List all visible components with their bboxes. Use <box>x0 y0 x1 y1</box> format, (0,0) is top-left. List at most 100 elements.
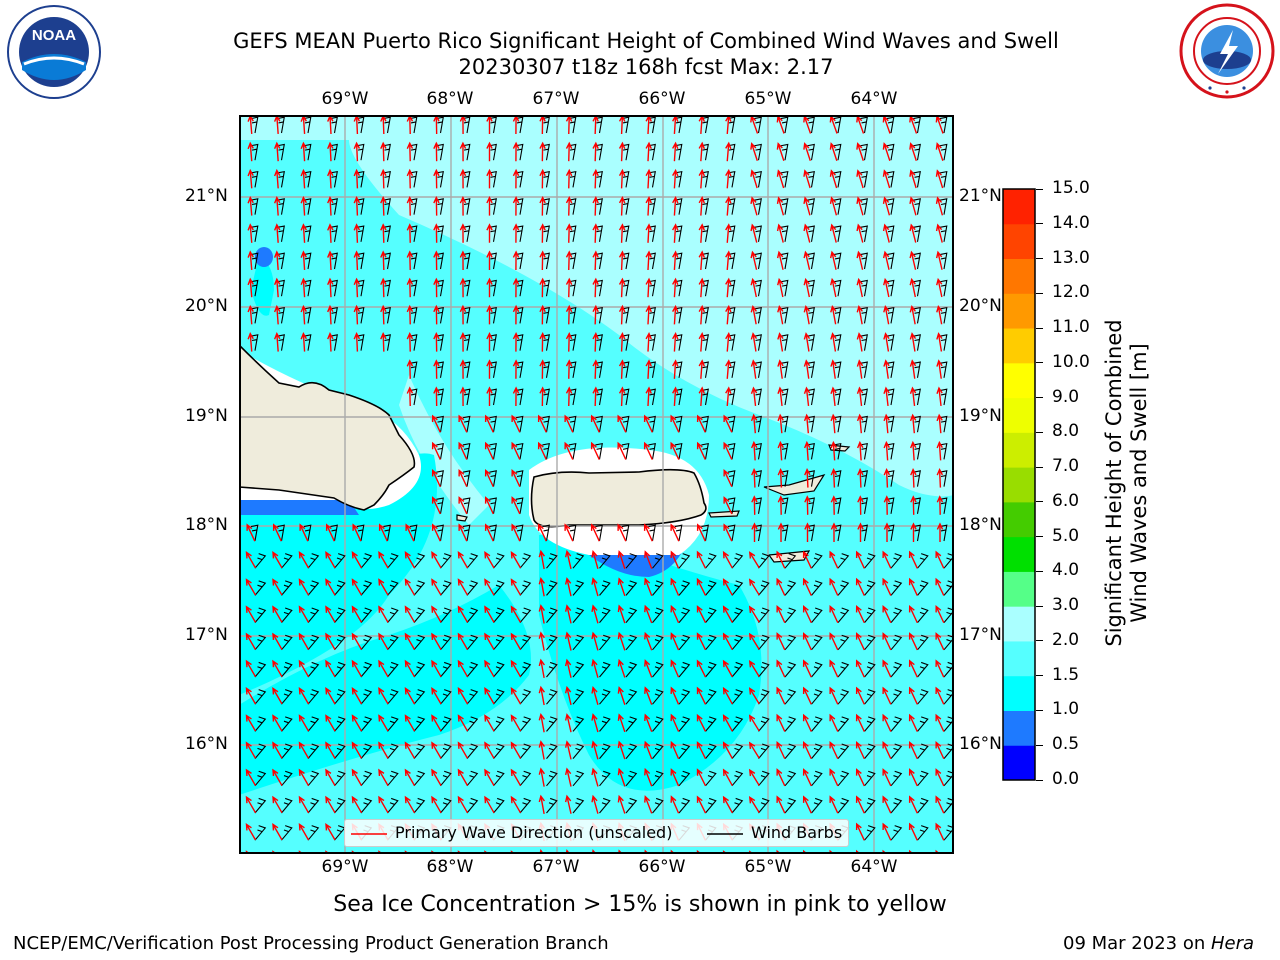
wave-direction-arrow <box>325 605 336 623</box>
wind-barb <box>939 442 948 460</box>
wave-direction-arrow <box>777 304 784 325</box>
wind-barb <box>519 770 532 787</box>
wave-direction-arrow <box>909 250 917 270</box>
colorbar-segment <box>1003 501 1035 538</box>
wind-barb <box>462 470 471 487</box>
wind-barb <box>250 170 259 188</box>
wind-barb <box>440 580 452 596</box>
wave-direction-arrow <box>327 250 334 271</box>
wind-barb <box>943 553 954 569</box>
wave-direction-arrow <box>670 795 680 814</box>
wave-direction-arrow <box>777 495 785 515</box>
wind-barb <box>595 524 603 542</box>
colorbar-tick <box>1036 397 1043 399</box>
wind-barb <box>784 689 797 705</box>
wind-barb <box>254 797 267 814</box>
wind-barb <box>754 497 762 514</box>
wave-direction-arrow <box>433 223 440 243</box>
colorbar-segment <box>1003 571 1035 607</box>
wind-barb <box>542 524 550 542</box>
wind-barb <box>727 524 736 542</box>
wave-direction-arrow <box>883 277 890 298</box>
wave-direction-arrow <box>936 468 944 488</box>
wind-barb <box>860 198 868 215</box>
wind-barb <box>542 225 550 242</box>
wind-barb <box>652 580 664 596</box>
wave-direction-arrow <box>510 632 522 650</box>
wave-direction-arrow <box>803 359 811 379</box>
wind-barb <box>409 306 418 324</box>
wind-barb <box>466 634 479 651</box>
wave-direction-arrow <box>510 578 522 596</box>
wave-direction-arrow <box>882 550 892 569</box>
wind-barb <box>383 225 391 242</box>
wave-direction-arrow <box>936 495 944 515</box>
wind-barb <box>811 797 823 814</box>
colorbar-tick-label: 0.5 <box>1052 734 1080 755</box>
colorbar-segment <box>1003 640 1035 677</box>
wave-direction-arrow <box>431 795 442 814</box>
lat-label: 21°N <box>185 186 228 206</box>
wind-barb <box>727 470 736 487</box>
wave-direction-arrow <box>300 304 307 325</box>
wind-barb <box>917 716 929 732</box>
wind-barb <box>621 442 630 460</box>
wave-direction-arrow <box>617 631 626 651</box>
wave-direction-arrow <box>670 659 680 678</box>
wind-barb <box>356 225 365 242</box>
wind-barb <box>917 689 929 705</box>
wind-barb <box>281 580 293 596</box>
wave-direction-arrow <box>592 223 599 243</box>
wind-barb <box>784 797 797 814</box>
wind-barb <box>678 797 691 814</box>
wave-direction-arrow <box>511 414 521 433</box>
wave-direction-arrow <box>433 386 440 407</box>
wind-barb <box>436 361 444 378</box>
wind-barb <box>436 415 444 433</box>
wind-barb <box>674 143 683 161</box>
wave-direction-arrow <box>617 658 626 678</box>
wave-direction-arrow <box>698 277 706 298</box>
wind-barb <box>833 334 842 351</box>
wave-direction-arrow <box>882 577 892 596</box>
wind-barb <box>780 306 789 324</box>
wave-direction-arrow <box>538 767 545 787</box>
wind-barb <box>917 743 929 759</box>
wind-barb <box>466 580 479 596</box>
wave-direction-arrow <box>882 632 892 651</box>
wind-barb <box>599 689 611 705</box>
wind-barb <box>648 170 656 188</box>
wind-barb <box>277 279 285 297</box>
wind-barb <box>648 415 656 433</box>
wind-barb <box>860 252 868 270</box>
wave-direction-arrow <box>750 142 758 161</box>
wind-barb <box>731 743 744 759</box>
wave-direction-arrow <box>672 168 679 189</box>
wind-barb <box>837 661 850 678</box>
wind-barb <box>833 415 842 433</box>
wave-direction-arrow <box>644 795 653 814</box>
wind-barb <box>519 661 532 678</box>
colorbar-segment <box>1003 606 1035 642</box>
wind-barb <box>913 497 921 514</box>
wave-direction-arrow <box>404 578 416 596</box>
wind-barb <box>807 198 815 215</box>
wave-direction-arrow <box>272 768 283 786</box>
wave-direction-arrow <box>484 795 495 814</box>
wind-barb <box>864 743 876 759</box>
colorbar-tick <box>1036 744 1043 746</box>
wind-barb <box>281 607 293 623</box>
wind-barb <box>678 553 691 569</box>
wave-direction-arrow <box>645 359 652 379</box>
wind-barb <box>674 415 683 433</box>
wind-barb <box>886 442 895 460</box>
wind-barb <box>731 607 744 623</box>
wind-barb <box>705 743 717 759</box>
wind-barb <box>837 770 850 787</box>
wave-direction-arrow <box>458 441 468 460</box>
wind-barb <box>913 442 921 460</box>
wind-barb <box>572 553 585 569</box>
chart-title: GEFS MEAN Puerto Rico Significant Height… <box>233 29 1059 53</box>
colorbar-tick-label: 0.0 <box>1052 769 1080 789</box>
wind-barb <box>413 743 426 759</box>
